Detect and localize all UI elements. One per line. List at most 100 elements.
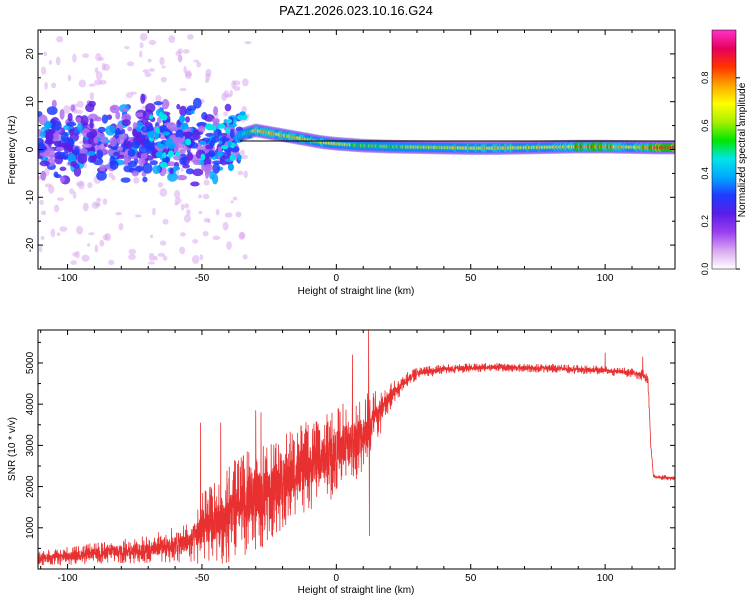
- spectrogram-blob: [142, 69, 150, 74]
- spectrogram-blob: [227, 141, 232, 147]
- spectrogram-blob: [55, 146, 65, 151]
- spectrogram-blob: [202, 230, 209, 237]
- spectrogram-blob: [147, 58, 152, 63]
- spectrogram-blob: [232, 80, 241, 86]
- spectrogram-blob: [39, 199, 44, 206]
- spectrogram-blob: [157, 252, 166, 257]
- spectrogram-blob: [139, 42, 144, 49]
- spectrogram-blob: [211, 136, 220, 143]
- spectrogram-blob: [223, 111, 228, 117]
- spectrogram-blob: [92, 153, 97, 162]
- spectrogram-blob: [67, 153, 77, 164]
- spectrogram-blob: [53, 204, 60, 213]
- spectrogram-blob: [221, 92, 227, 102]
- spectrogram-blob: [87, 182, 93, 189]
- spectrogram-blob: [93, 136, 99, 144]
- spectrogram-blob: [211, 125, 217, 132]
- spectrogram-blob: [63, 105, 71, 114]
- spectrogram-blob: [243, 170, 248, 179]
- spectrogram-blob: [48, 60, 52, 65]
- spectrogram-blob: [87, 242, 91, 247]
- spectrogram-blob: [99, 239, 105, 247]
- spectrogram-blob: [121, 119, 131, 127]
- spectrogram-blob: [213, 128, 221, 138]
- spectrogram-blob: [96, 149, 104, 160]
- spectrogram-blob: [179, 157, 187, 165]
- spectrogram-blob: [138, 157, 146, 166]
- spectrogram-blob: [69, 188, 75, 195]
- spectrogram-x-axis-label: Height of straight line (km): [298, 286, 415, 297]
- spectrogram-blob: [159, 188, 168, 197]
- spectrogram-blob: [78, 79, 87, 88]
- spectrogram-blob: [242, 78, 249, 87]
- spectrogram-blob: [174, 189, 181, 199]
- spectrogram-blob: [212, 162, 220, 174]
- spectrogram-blob: [159, 240, 167, 246]
- spectrogram-blob: [233, 86, 241, 92]
- spectrogram-blob: [180, 203, 185, 211]
- snr-x-tick-label: -50: [195, 573, 210, 584]
- spectrogram-blob: [176, 174, 188, 181]
- spectrogram-blob: [185, 138, 192, 146]
- spectrogram-blob: [76, 225, 84, 235]
- colorbar-tick-label: 0.0: [700, 263, 710, 276]
- spectrogram-blob: [147, 261, 155, 265]
- spectrogram-blob: [56, 35, 64, 43]
- spectrogram-blob: [67, 112, 73, 122]
- spectrogram-blob: [241, 105, 247, 114]
- spectrogram-blob: [39, 160, 50, 167]
- snr-frame: [37, 329, 676, 570]
- spectrogram-blob: [80, 115, 89, 126]
- spectrogram-blob: [106, 114, 113, 120]
- spectrogram-blob: [216, 151, 224, 157]
- spectrogram-blob: [205, 68, 212, 77]
- colorbar: 0.0 0.2 0.4 0.6 0.8 Normalized spectral ampl…: [700, 29, 748, 276]
- snr-y-tick-label: 5000: [25, 351, 36, 374]
- spectrogram-y-tick-label: 10: [25, 96, 36, 108]
- spectrogram-blob: [148, 68, 156, 72]
- spectrogram-blob: [182, 164, 190, 169]
- spectrogram-blob: [183, 214, 191, 223]
- spectrogram-blob: [172, 166, 181, 171]
- spectrogram-blob: [99, 137, 108, 143]
- spectrogram-blob: [148, 39, 157, 46]
- spectrogram-blob: [237, 170, 244, 176]
- spectrogram-blob: [77, 153, 88, 165]
- colorbar-ticks: 0.0 0.2 0.4 0.6 0.8: [700, 72, 740, 276]
- spectrogram-blob: [155, 94, 162, 102]
- spectrogram-blob: [208, 149, 215, 158]
- spectrogram-blob: [213, 106, 219, 116]
- spectrogram-blob: [108, 259, 115, 266]
- spectrogram-blob: [99, 79, 107, 85]
- spectrogram-blob: [155, 151, 163, 159]
- spectrogram-blob: [101, 114, 109, 124]
- spectrogram-blob: [134, 214, 142, 218]
- spectrogram-blob: [67, 74, 72, 82]
- spectrogram-blob: [162, 218, 169, 225]
- spectrogram-blob: [70, 104, 76, 112]
- spectrogram-blob: [109, 159, 119, 170]
- spectrogram-blob: [153, 101, 164, 106]
- spectrogram-blob: [43, 51, 47, 57]
- spectrogram-blob: [199, 254, 204, 261]
- spectrogram-blob: [241, 114, 248, 120]
- colorbar-tick-label: 0.8: [700, 72, 710, 85]
- spectrogram-blob: [168, 150, 174, 158]
- spectrogram-blob: [82, 202, 89, 212]
- spectrogram-blob: [103, 63, 111, 71]
- spectrogram-blob: [72, 251, 78, 257]
- spectrogram-blob: [73, 166, 82, 177]
- spectrogram-blob: [139, 50, 143, 58]
- spectrogram-blob: [63, 143, 74, 153]
- spectrogram-blob: [149, 160, 158, 166]
- spectrogram-blob: [182, 48, 190, 54]
- spectrogram-blob: [200, 153, 206, 161]
- spectrogram-blob: [235, 211, 242, 218]
- snr-series-line: [38, 330, 675, 566]
- spectrogram-blob: [82, 53, 90, 59]
- spectrogram-blob: [149, 130, 155, 139]
- spectrogram-blob: [152, 165, 161, 175]
- spectrogram-blob: [89, 118, 94, 130]
- spectrogram-blob: [203, 156, 212, 167]
- spectrogram-blob: [197, 125, 206, 133]
